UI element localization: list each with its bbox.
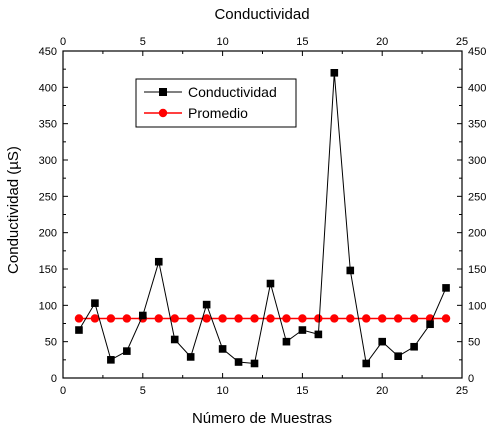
data-point-conductividad <box>378 337 386 346</box>
y-tick-label-left: 200 <box>39 228 57 240</box>
data-point-conductividad <box>123 347 131 355</box>
y-tick-label-right: 200 <box>468 228 486 240</box>
data-point-promedio <box>330 314 339 323</box>
y-tick-label-left: 250 <box>39 191 57 203</box>
data-point-promedio <box>393 314 403 323</box>
data-point-promedio <box>346 314 355 323</box>
y-tick-label-left: 300 <box>39 155 57 167</box>
x-tick-label-bottom: 15 <box>296 385 308 397</box>
data-point-conductividad <box>410 342 418 351</box>
legend-label-conductividad: Conductividad <box>188 84 277 100</box>
data-point-promedio <box>202 314 211 323</box>
x-tick-label-bottom: 10 <box>216 385 228 397</box>
data-point-conductividad <box>202 300 211 309</box>
data-point-promedio <box>122 314 132 323</box>
legend-marker-conductividad <box>159 88 167 96</box>
x-tick-label-bottom: 20 <box>376 385 388 397</box>
y-tick-label-right: 400 <box>468 82 486 94</box>
legend-label-promedio: Promedio <box>188 105 248 121</box>
data-point-promedio <box>186 314 195 323</box>
data-point-conductividad <box>75 326 83 334</box>
data-point-promedio <box>298 314 307 323</box>
data-point-conductividad <box>330 69 339 77</box>
data-point-conductividad <box>298 326 307 334</box>
data-point-conductividad <box>154 257 163 266</box>
data-point-promedio <box>218 314 227 323</box>
y-tick-label-left: 350 <box>39 119 57 131</box>
data-point-conductividad <box>282 337 291 346</box>
data-point-promedio <box>362 314 371 323</box>
y-tick-label-right: 250 <box>468 191 486 203</box>
y-tick-label-right: 100 <box>468 300 486 312</box>
plot-series <box>74 69 451 368</box>
y-tick-label-right: 350 <box>468 119 486 131</box>
data-point-conductividad <box>170 335 179 344</box>
x-tick-label-top: 15 <box>296 36 308 48</box>
x-tick-label-top: 0 <box>60 36 66 48</box>
y-tick-label-right: 450 <box>468 46 486 58</box>
legend-box <box>135 78 297 128</box>
y-tick-label-left: 400 <box>39 82 57 94</box>
data-point-promedio <box>378 314 387 323</box>
data-point-conductividad <box>346 266 355 275</box>
data-point-promedio <box>314 314 323 323</box>
data-point-conductividad <box>426 320 434 329</box>
data-point-conductividad <box>218 345 227 353</box>
y-tick-label-left: 150 <box>39 264 57 276</box>
legend-marker-promedio <box>158 108 168 118</box>
y-axis-title: Conductividad (µS) <box>5 146 22 274</box>
x-tick-label-bottom: 5 <box>140 385 146 397</box>
data-point-promedio <box>154 314 163 323</box>
y-tick-label-left: 50 <box>45 337 57 349</box>
data-point-conductividad <box>266 279 275 288</box>
chart-title: Conductividad <box>214 6 309 23</box>
data-point-promedio <box>234 314 243 323</box>
data-point-promedio <box>441 314 451 323</box>
data-point-promedio <box>266 314 275 323</box>
x-tick-label-bottom: 25 <box>456 385 468 397</box>
y-tick-label-right: 150 <box>468 264 486 276</box>
x-tick-label-top: 20 <box>376 36 388 48</box>
y-tick-label-right: 0 <box>468 373 474 385</box>
legend: Conductividad Promedio <box>135 78 297 128</box>
y-tick-label-left: 100 <box>39 300 57 312</box>
data-point-promedio <box>282 314 291 323</box>
y-tick-label-left: 450 <box>39 46 57 58</box>
data-point-conductividad <box>107 356 115 364</box>
data-point-promedio <box>74 314 84 323</box>
data-point-promedio <box>106 314 116 323</box>
data-point-promedio <box>250 314 259 323</box>
x-axis-title: Número de Muestras <box>192 410 332 427</box>
y-tick-label-left: 0 <box>51 373 57 385</box>
data-point-conductividad <box>314 330 323 339</box>
data-point-promedio <box>170 314 179 323</box>
x-tick-label-top: 25 <box>456 36 468 48</box>
data-point-conductividad <box>186 353 195 361</box>
data-point-conductividad <box>91 299 99 307</box>
data-point-conductividad <box>139 311 147 320</box>
data-point-conductividad <box>442 284 450 292</box>
y-tick-label-right: 50 <box>468 337 480 349</box>
data-point-conductividad <box>234 358 243 366</box>
y-tick-label-right: 300 <box>468 155 486 167</box>
data-point-conductividad <box>250 359 259 368</box>
data-point-promedio <box>409 314 419 323</box>
x-tick-label-top: 5 <box>140 36 146 48</box>
x-tick-label-bottom: 0 <box>60 385 66 397</box>
x-tick-label-top: 10 <box>216 36 228 48</box>
data-point-conductividad <box>362 359 371 368</box>
data-point-promedio <box>90 314 100 323</box>
data-point-conductividad <box>394 352 402 360</box>
